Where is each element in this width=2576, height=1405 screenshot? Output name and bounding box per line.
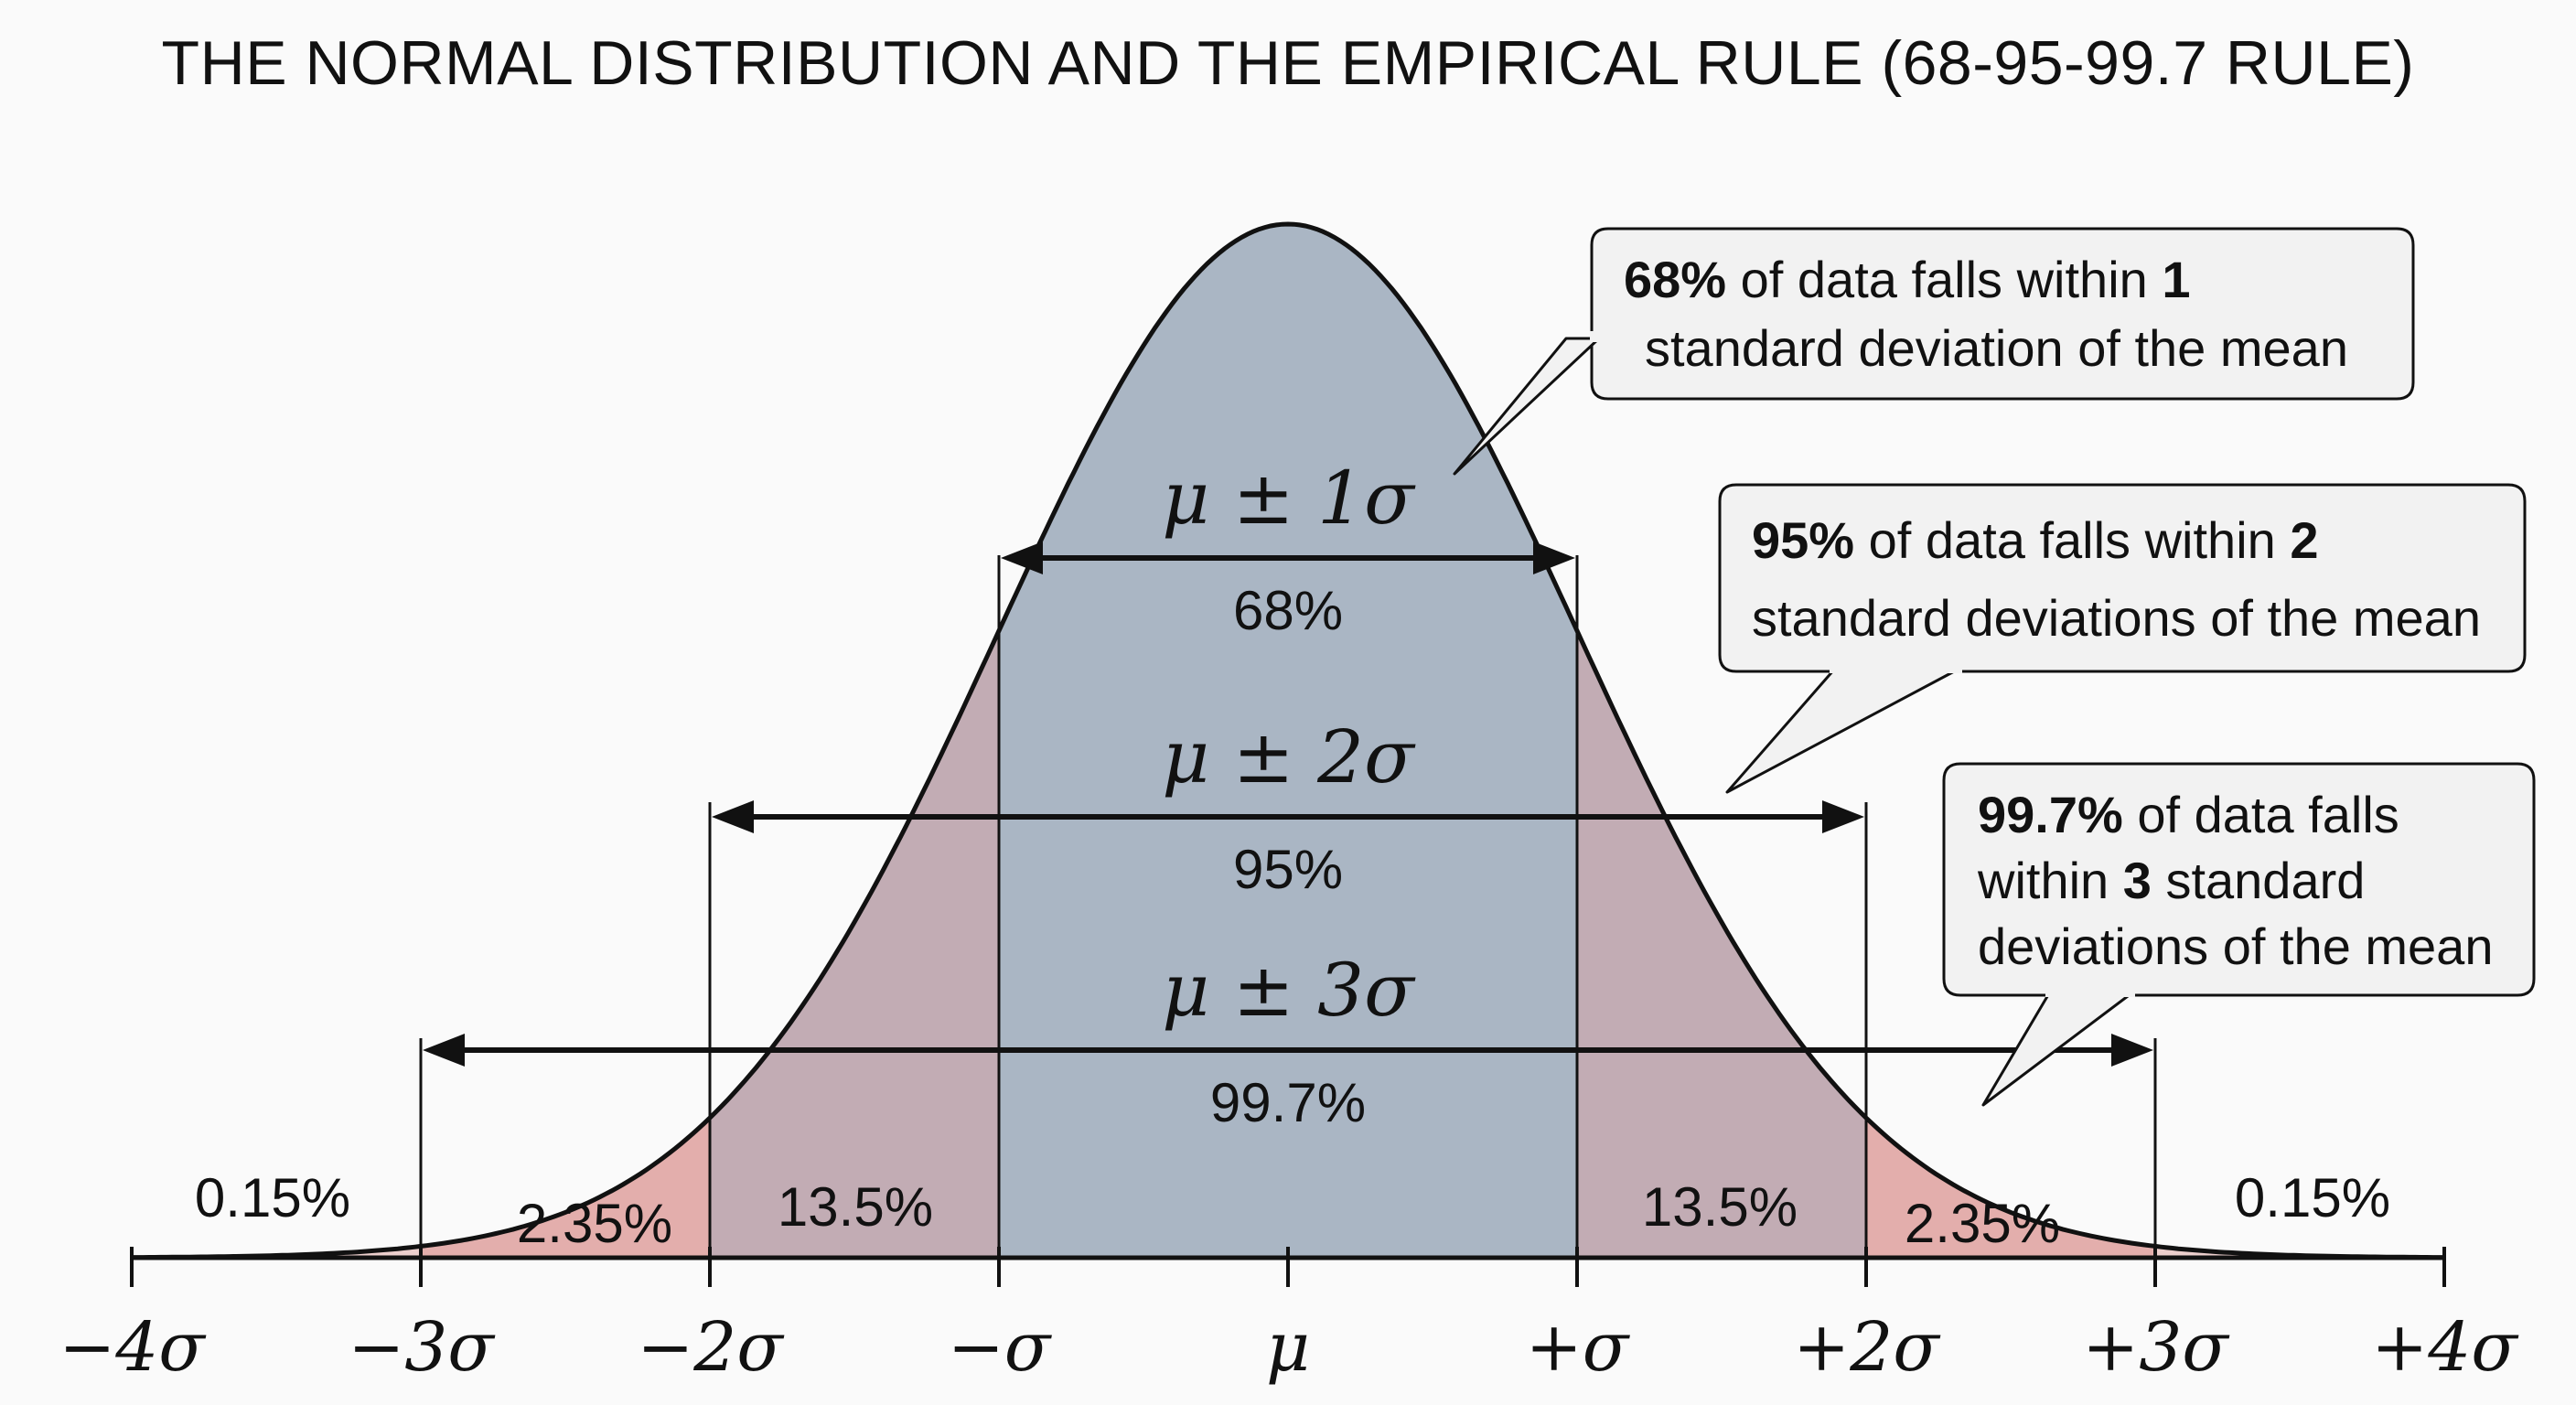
- x-axis-tick-label: +2σ: [1793, 1308, 1941, 1387]
- range-label-1sigma: μ ± 1σ: [1162, 456, 1416, 541]
- left-outer-percent: 2.35%: [517, 1193, 672, 1254]
- right-mid-percent: 13.5%: [1642, 1176, 1798, 1238]
- x-axis-tick-label: −4σ: [59, 1308, 207, 1387]
- bell-curve: [132, 221, 2444, 1260]
- x-axis-tick-label: +3σ: [2082, 1308, 2230, 1387]
- left-tail-percent: 0.15%: [195, 1167, 350, 1228]
- callout-68: 68% of data falls within 1 standard devi…: [1453, 227, 2415, 476]
- x-axis-tick-label: −3σ: [348, 1308, 496, 1387]
- callout-99-7-box: [1942, 762, 2536, 997]
- callout-95-pointer: [1725, 668, 1959, 794]
- callout-95-box: [1718, 483, 2527, 673]
- callout-99-7-line3: deviations of the mean: [1978, 917, 2493, 975]
- right-tail-region: [2155, 1246, 2444, 1258]
- callout-99-7-line1: 99.7% of data falls: [1978, 786, 2399, 843]
- callout-99-7: 99.7% of data falls within 3 standard de…: [1942, 762, 2536, 1107]
- x-axis-tick-label: +σ: [1526, 1308, 1631, 1387]
- callout-95-line1: 95% of data falls within 2: [1752, 511, 2319, 569]
- arrow-head: [423, 1034, 465, 1067]
- left-outer-region: [421, 1118, 710, 1258]
- x-axis-tick-label: −2σ: [637, 1308, 785, 1387]
- diagram-title: THE NORMAL DISTRIBUTION AND THE EMPIRICA…: [161, 28, 2415, 98]
- arrow-head: [1822, 800, 1864, 833]
- range-label-2sigma: μ ± 2σ: [1162, 714, 1416, 799]
- callout-68-line1: 68% of data falls within 1: [1624, 251, 2191, 308]
- right-outer-region: [1866, 1118, 2155, 1258]
- x-axis-tick-label: +4σ: [2371, 1308, 2519, 1387]
- left-mid-percent: 13.5%: [778, 1176, 933, 1238]
- callout-95: 95% of data falls within 2 standard devi…: [1718, 483, 2527, 794]
- callout-68-line2: standard deviation of the mean: [1645, 319, 2348, 377]
- callout-95-line2: standard deviations of the mean: [1752, 589, 2481, 647]
- arrow-head: [712, 800, 754, 833]
- center-region: [999, 224, 1577, 1258]
- range-percent-1sigma: 68%: [1233, 580, 1343, 641]
- callout-99-7-line2: within 3 standard: [1977, 852, 2365, 909]
- x-axis-tick-label: μ: [1266, 1308, 1310, 1387]
- arrow-head: [1533, 542, 1575, 574]
- range-percent-3sigma: 99.7%: [1210, 1072, 1366, 1133]
- range-label-3sigma: μ ± 3σ: [1162, 948, 1416, 1033]
- callout-68-box: [1590, 227, 2415, 401]
- range-percent-2sigma: 95%: [1233, 839, 1343, 900]
- right-tail-percent: 0.15%: [2235, 1167, 2390, 1228]
- arrow-head: [1001, 542, 1043, 574]
- arrow-head: [2111, 1034, 2153, 1067]
- x-axis-tick-label: −σ: [948, 1308, 1053, 1387]
- callout-68-pointer: [1453, 337, 1601, 476]
- left-tail-region: [132, 1246, 421, 1258]
- right-outer-percent: 2.35%: [1905, 1193, 2060, 1254]
